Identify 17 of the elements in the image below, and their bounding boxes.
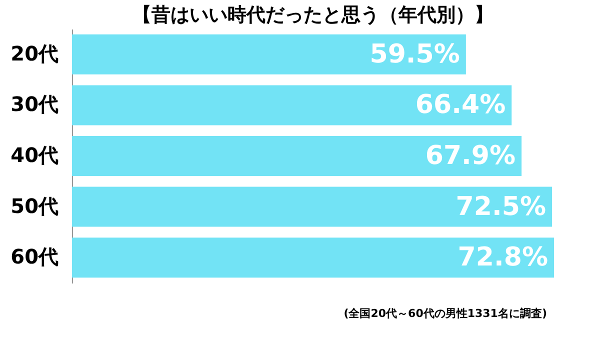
y-tick-label: 30代 — [10, 92, 58, 116]
bar — [72, 186, 552, 227]
bar — [72, 238, 554, 278]
y-tick-label: 20代 — [10, 41, 58, 66]
data-label: 72.5% — [456, 192, 546, 222]
data-label: 67.9% — [425, 141, 516, 171]
bar — [72, 85, 512, 126]
y-tick-label: 50代 — [10, 194, 58, 218]
y-tick-label: 60代 — [10, 244, 58, 269]
data-label: 66.4% — [415, 90, 506, 120]
chart-title: 【昔はいい時代だったと思う（年代別）】 — [132, 4, 494, 26]
data-label: 72.8% — [458, 242, 548, 273]
bar — [72, 136, 522, 176]
data-label: 59.5% — [370, 39, 460, 70]
text: (全国20代～60代の男性1331名に調査) — [344, 307, 547, 320]
bar — [72, 34, 466, 74]
y-tick-label: 40代 — [10, 143, 58, 167]
